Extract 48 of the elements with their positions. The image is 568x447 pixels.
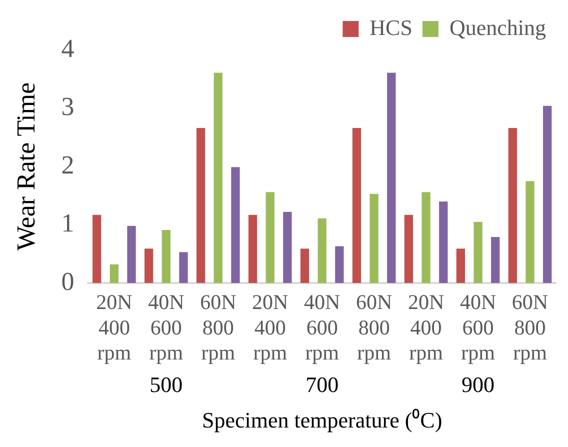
x-tick-label: 40N 600 rpm [460,290,496,365]
bar [266,192,274,283]
x-tick-label: 40N 600 rpm [148,290,184,365]
x-tick-label: 20N 400 rpm [408,290,444,365]
bar [543,106,552,283]
text: 500 [150,372,183,397]
bar [144,248,154,283]
bar [508,128,518,283]
text: 900 [462,372,495,397]
bar [422,192,430,283]
bar [162,230,170,283]
y-tick-label: 1 [61,208,74,238]
x-tick-label: 40N 600 rpm [304,290,340,365]
legend-label: Quenching [449,14,546,40]
bar [318,218,326,283]
bar [474,222,482,283]
y-tick-label: 3 [61,92,74,122]
bar [387,72,396,283]
y-axis-title: Wear Rate Time [11,82,40,251]
bar [179,252,188,283]
bar [370,194,378,283]
text: 700 [306,372,339,397]
x-tick-label: 60N 800 rpm [356,290,392,365]
y-tick-label: 0 [61,266,74,296]
bar [300,248,310,283]
bar [127,226,136,283]
x-axis-title: Specimen temperature (⁰C) [202,408,442,433]
bar [439,201,448,283]
y-tick-label: 4 [61,34,74,63]
x-tick-label: 20N 400 rpm [96,290,132,365]
legend-label: HCS [370,14,412,40]
x-tick-label: 20N 400 rpm [252,290,288,365]
bar [196,128,206,283]
bar [404,214,414,283]
x-tick-label: 60N 800 rpm [200,290,236,365]
bar [283,212,292,283]
y-tick-label: 2 [61,150,74,180]
bar [231,167,240,283]
x-tick-label: 60N 800 rpm [512,290,548,365]
bar [248,214,258,283]
bar [491,236,500,283]
bar [352,128,362,283]
bar [110,264,119,283]
bar [526,181,534,283]
bar [456,248,466,283]
bar [92,214,102,283]
bar [335,246,344,283]
bar [214,72,222,283]
